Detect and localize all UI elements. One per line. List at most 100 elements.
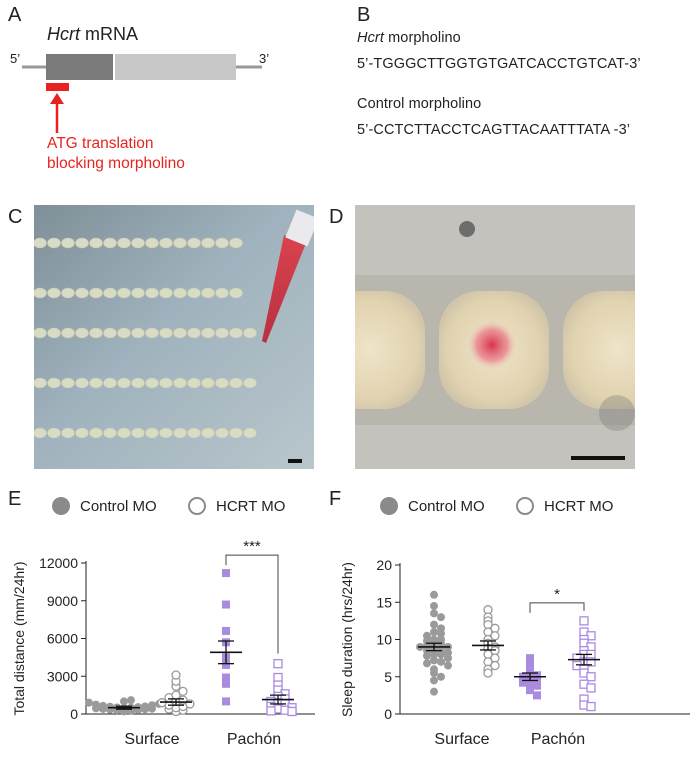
embryo (215, 237, 229, 249)
data-point (430, 609, 438, 618)
embryo (229, 287, 243, 299)
embryo (145, 237, 159, 249)
embryo (145, 377, 159, 389)
embryo (145, 327, 159, 339)
embryo (89, 327, 103, 339)
panel-letter-a: A (8, 4, 22, 26)
data-point (222, 660, 230, 669)
data-point (85, 698, 93, 707)
data-point (423, 651, 431, 660)
data-point (430, 676, 438, 685)
data-point (430, 687, 438, 696)
data-point (533, 691, 541, 700)
data-point (287, 706, 297, 717)
series-2 (514, 654, 546, 700)
hcrt-mo-sequence: 5’-TGGGCTTGGTGTGATCACCTGTCAT-3’ (357, 56, 641, 72)
data-point (273, 672, 283, 683)
group-label: Surface (434, 731, 489, 748)
embryo (229, 327, 243, 339)
embryo (243, 327, 257, 339)
embryo (173, 427, 187, 439)
data-point (437, 650, 445, 659)
morpholino-label-1: ATG translation (47, 135, 154, 152)
data-point (444, 654, 452, 663)
data-point (222, 569, 230, 578)
embryo (201, 377, 215, 389)
data-point (490, 631, 500, 641)
data-point (430, 601, 438, 610)
embryo (187, 427, 201, 439)
embryo (159, 287, 173, 299)
data-point (586, 672, 596, 682)
data-point (430, 650, 438, 659)
y-tick-label: 0 (70, 706, 78, 722)
embryo (75, 377, 89, 389)
data-point (533, 681, 541, 690)
legend-e-control: Control MO (52, 497, 157, 515)
embryo (117, 377, 131, 389)
injection-needle (262, 235, 306, 343)
embryo (89, 287, 103, 299)
embryo (34, 287, 47, 299)
exon-2 (115, 54, 236, 80)
series-3 (568, 616, 600, 712)
embryo (61, 237, 75, 249)
embryo (103, 427, 117, 439)
data-point (423, 659, 431, 668)
mrna-title: Hcrt mRNA (47, 24, 138, 45)
embryo (47, 377, 61, 389)
dark-spot (459, 221, 475, 237)
embryo (243, 377, 257, 389)
chart-e: 0 3000 6000 9000 12000 Total distance (mm/24h… (11, 538, 315, 748)
mrna-diagram (22, 54, 262, 133)
y-tick-label: 12000 (39, 555, 78, 571)
embryo (75, 237, 89, 249)
data-point (579, 616, 589, 626)
embryo (201, 287, 215, 299)
hcrt-mo-gene: Hcrt (357, 30, 384, 46)
y-tick-label: 3000 (47, 668, 78, 684)
panel-letter-f: F (329, 488, 342, 510)
legend-f-hcrt: HCRT MO (516, 497, 613, 515)
data-point (178, 695, 188, 705)
embryo (131, 377, 145, 389)
embryo (89, 237, 103, 249)
embryo (103, 377, 117, 389)
filled-circle-icon (380, 497, 398, 515)
embryo (117, 327, 131, 339)
data-point (127, 696, 135, 705)
panel-letter-b: B (357, 4, 371, 26)
data-point (444, 661, 452, 670)
morpholino-label-2: blocking morpholino (47, 155, 185, 172)
legend-f-control-label: Control MO (408, 497, 485, 515)
data-point (430, 669, 438, 678)
embryo (159, 327, 173, 339)
morpholino-target-bar (46, 83, 69, 91)
shadow-spot (599, 395, 635, 431)
embryo (243, 427, 257, 439)
embryo (61, 427, 75, 439)
chart-f: 0 5 10 15 20 Sleep duration (hrs/24hr) Surface… (339, 557, 690, 748)
embryo (145, 427, 159, 439)
panel-letter-d: D (329, 206, 344, 228)
embryo (215, 427, 229, 439)
data-point (483, 605, 493, 615)
significance-label: *** (243, 538, 261, 555)
arrow-head-icon (50, 93, 64, 104)
embryo (103, 327, 117, 339)
embryo (34, 237, 47, 249)
y-tick-label: 10 (376, 632, 392, 648)
group-label: Surface (124, 731, 179, 748)
data-point (273, 659, 283, 669)
control-mo-title: Control morpholino (357, 96, 482, 112)
data-point (178, 686, 188, 697)
embryo (229, 237, 243, 249)
data-point (437, 672, 445, 681)
embryo (173, 377, 187, 389)
embryo (117, 287, 131, 299)
y-tick-label: 6000 (47, 631, 78, 647)
legend-f-hcrt-label: HCRT MO (544, 497, 614, 515)
data-point (490, 660, 500, 671)
data-point (483, 668, 493, 678)
panel-letter-c: C (8, 206, 23, 228)
